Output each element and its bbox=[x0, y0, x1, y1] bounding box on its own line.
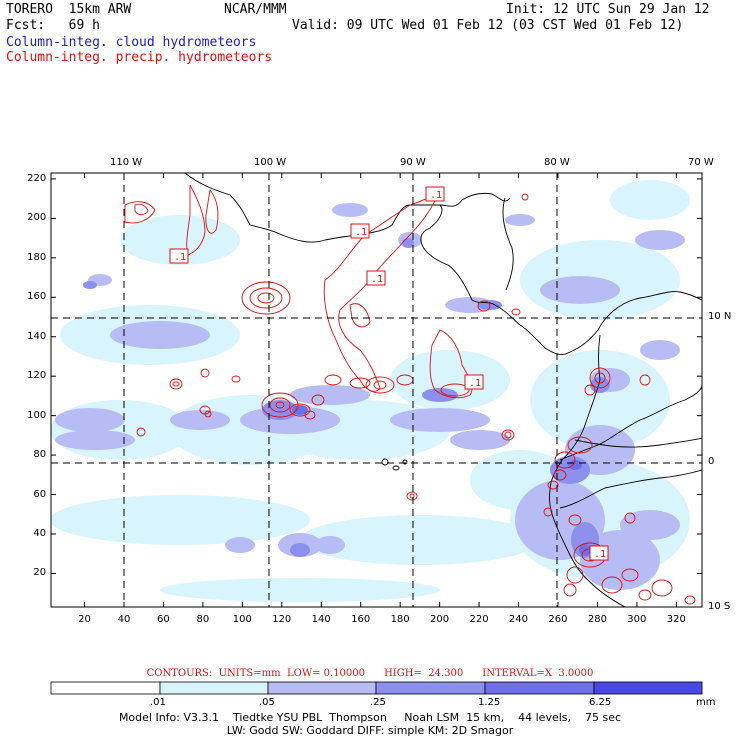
init-time: Init: 12 UTC Sun 29 Jan 12 bbox=[506, 2, 710, 17]
x-index-label: 260 bbox=[548, 614, 568, 625]
x-index-label: 200 bbox=[430, 614, 450, 625]
model-info-line-1: Model Info: V3.3.1 Tiedtke YSU PBL Thomp… bbox=[118, 711, 622, 724]
lon-label: 80 W bbox=[544, 157, 570, 168]
colorbar-label: 6.25 bbox=[589, 697, 612, 708]
legend-precip-hydrometeors: Column-integ. precip. hydrometeors bbox=[6, 50, 273, 65]
contour-label: .1 bbox=[589, 545, 609, 561]
forecast-hour: Fcst: 69 h bbox=[6, 18, 100, 33]
border-andes bbox=[559, 384, 702, 461]
colorbar-segment bbox=[159, 681, 269, 695]
contour-label: .1 bbox=[350, 223, 370, 239]
x-index-label: 320 bbox=[666, 614, 686, 625]
coastlines bbox=[184, 173, 702, 607]
colorbar-segment bbox=[50, 681, 161, 695]
x-index-label: 140 bbox=[311, 614, 331, 625]
y-index-label: 40 bbox=[33, 528, 47, 539]
svg-text:.1: .1 bbox=[430, 190, 442, 201]
contour-label: .1 bbox=[425, 186, 445, 202]
y-index-label: 20 bbox=[33, 567, 47, 579]
svg-text:.1: .1 bbox=[469, 378, 481, 389]
x-index-label: 300 bbox=[627, 614, 647, 625]
fill-level-1 bbox=[51, 180, 690, 602]
x-index-label: 60 bbox=[157, 614, 170, 625]
lon-label: 90 W bbox=[400, 157, 426, 168]
model-info-line-2: LW: Godd SW: Goddard DIFF: simple KM: 2D… bbox=[226, 724, 514, 737]
colorbar-segment bbox=[375, 681, 486, 695]
colorbar-label: .25 bbox=[370, 697, 386, 708]
x-index-label: 120 bbox=[272, 614, 292, 625]
border-peru bbox=[559, 469, 702, 509]
axis-tick-marks bbox=[51, 173, 702, 607]
lat-label: 0 bbox=[708, 456, 715, 467]
colorbar-segment bbox=[267, 681, 377, 695]
y-index-label: 200 bbox=[27, 212, 47, 224]
x-index-label: 180 bbox=[390, 614, 410, 625]
lon-label: 110 W bbox=[110, 157, 143, 168]
coast-yucatan bbox=[439, 192, 511, 207]
colorbar-label: .05 bbox=[259, 697, 275, 708]
x-index-label: 240 bbox=[508, 614, 529, 625]
y-index-label: 100 bbox=[27, 409, 47, 421]
x-index-label: 100 bbox=[232, 614, 252, 625]
svg-text:.1: .1 bbox=[594, 549, 606, 560]
colorbar-segment bbox=[484, 681, 595, 695]
svg-text:.1: .1 bbox=[371, 274, 383, 285]
y-index-label: 140 bbox=[27, 330, 47, 342]
contour-labels: .1 .1 .1 .1 .1 .1 bbox=[169, 186, 609, 561]
organization: NCAR/MMM bbox=[224, 2, 287, 17]
border-colombia bbox=[574, 437, 702, 448]
x-index-label: 20 bbox=[78, 614, 91, 625]
model-title: TORERO 15km ARW bbox=[6, 2, 132, 17]
cloud-hydrometeor-fill bbox=[51, 180, 690, 602]
y-index-label: 60 bbox=[33, 488, 47, 500]
precip-contours bbox=[124, 184, 696, 605]
y-index-label: 220 bbox=[27, 172, 47, 184]
valid-time: Valid: 09 UTC Wed 01 Feb 12 (03 CST Wed … bbox=[292, 18, 684, 33]
svg-text:.1: .1 bbox=[174, 252, 186, 263]
svg-text:.1: .1 bbox=[355, 227, 367, 238]
x-index-label: 220 bbox=[469, 614, 489, 625]
y-index-label: 120 bbox=[27, 370, 47, 382]
lat-label: 10 N bbox=[708, 311, 732, 322]
lat-label: 10 S bbox=[708, 601, 731, 612]
coast-central-america bbox=[184, 173, 613, 355]
x-index-label: 80 bbox=[196, 614, 210, 625]
latlon-grid bbox=[51, 173, 702, 607]
x-index-label: 280 bbox=[587, 614, 607, 625]
x-index-label: 160 bbox=[351, 614, 371, 625]
coast-belize bbox=[502, 197, 514, 291]
y-index-label: 180 bbox=[27, 251, 47, 263]
y-index-label: 80 bbox=[33, 449, 47, 461]
contour-label: .1 bbox=[366, 270, 386, 286]
colorbar-segment bbox=[593, 681, 703, 695]
y-index-label: 160 bbox=[27, 291, 47, 303]
coast-north-sa bbox=[611, 291, 702, 313]
colorbar-label: .01 bbox=[150, 697, 166, 708]
lon-label: 70 W bbox=[688, 157, 714, 168]
contour-label: .1 bbox=[169, 248, 189, 264]
colorbar-label: 1.25 bbox=[478, 697, 501, 708]
x-index-label: 40 bbox=[117, 614, 131, 625]
colorbar-unit: mm bbox=[696, 697, 716, 708]
legend-cloud-hydrometeors: Column-integ. cloud hydrometeors bbox=[6, 35, 257, 50]
map-frame bbox=[50, 172, 703, 608]
contour-label: .1 bbox=[464, 374, 484, 390]
lon-label: 100 W bbox=[254, 157, 287, 168]
contour-info: CONTOURS: UNITS=mm LOW= 0.10000 HIGH= 24… bbox=[146, 668, 594, 679]
